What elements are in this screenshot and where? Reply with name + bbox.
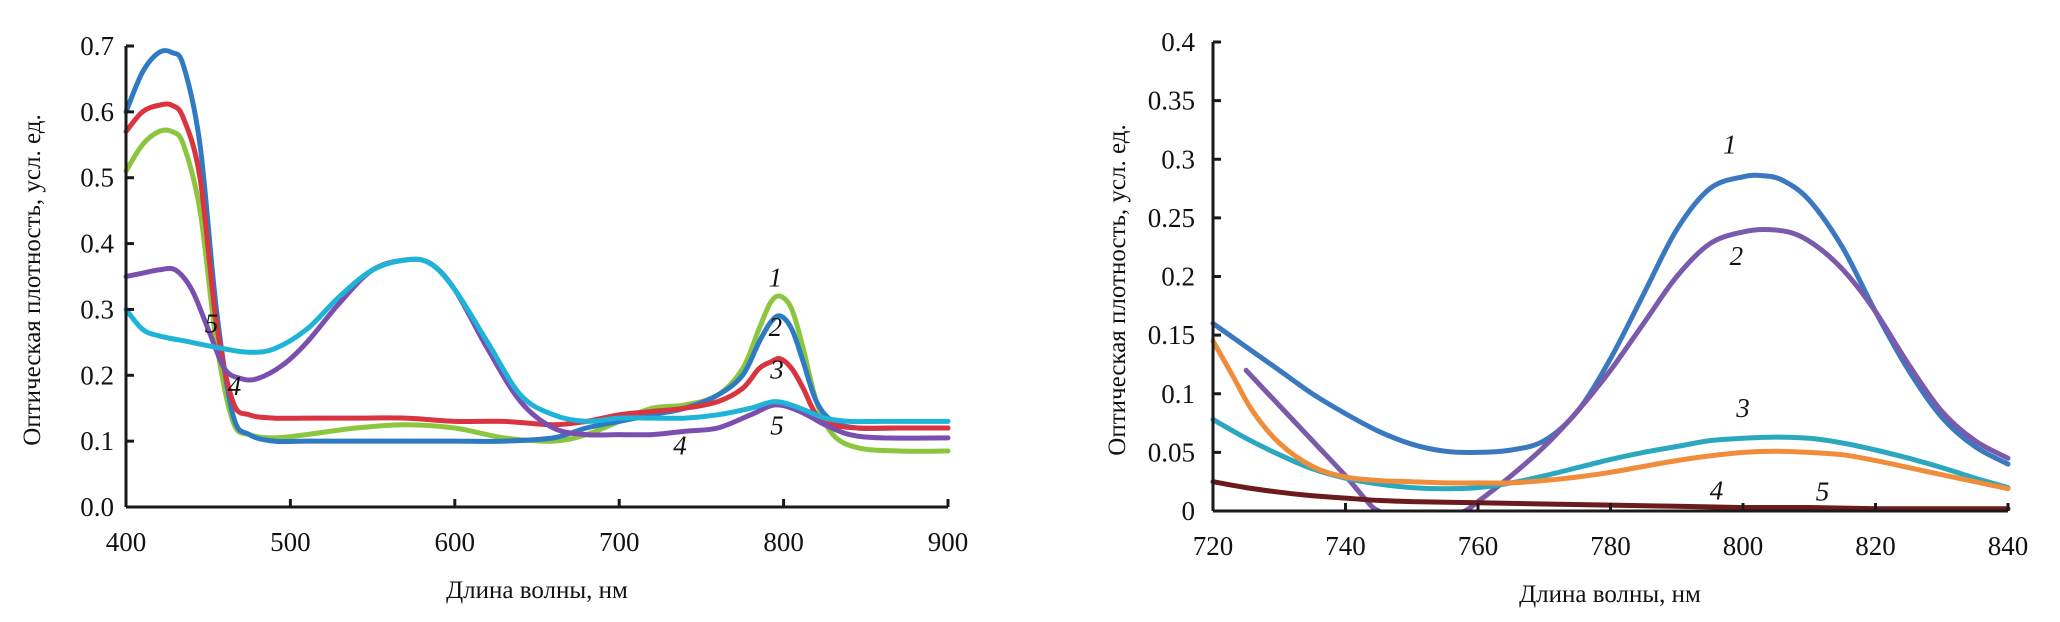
left-chart: Оптическая плотность, усл. ед. Длина вол… <box>19 31 968 604</box>
right-y-tick-label: 0.4 <box>1161 27 1195 57</box>
left-curve-label-5: 5 <box>770 411 784 441</box>
right-x-tick-label: 780 <box>1590 531 1631 561</box>
left-y-axis-title: Оптическая плотность, усл. ед. <box>19 114 46 445</box>
right-x-tick-label: 840 <box>1988 531 2029 561</box>
right-y-tick-label: 0.3 <box>1161 144 1195 174</box>
left-series-green <box>123 127 951 454</box>
right-y-tick-label: 0.35 <box>1148 86 1195 116</box>
right-x-tick-label: 760 <box>1458 531 1499 561</box>
left-y-tick-label: 0.7 <box>80 31 114 61</box>
right-series-4 <box>1210 338 2011 492</box>
left-y-tick-label: 0.5 <box>80 163 114 193</box>
right-curve-label-4: 4 <box>1710 475 1724 505</box>
left-x-axis-title: Длина волны, нм <box>446 577 628 604</box>
left-y-tick-label: 0.2 <box>80 360 114 390</box>
right-curve-label-2: 2 <box>1730 241 1744 271</box>
right-curve-label-5: 5 <box>1816 476 1830 506</box>
right-series-2 <box>1243 226 2011 511</box>
left-series-red <box>123 101 951 431</box>
left-curve-label-4: 4 <box>228 371 242 401</box>
left-x-tick-label: 900 <box>928 527 969 557</box>
right-x-axis-title: Длина волны, нм <box>1519 581 1701 608</box>
left-curve-label-5: 5 <box>205 308 219 338</box>
right-series-1 <box>1210 172 2011 467</box>
right-series-3 <box>1210 417 2011 492</box>
right-y-tick-label: 0.25 <box>1148 203 1195 233</box>
left-x-tick-label: 600 <box>435 527 476 557</box>
left-x-tick-label: 500 <box>270 527 311 557</box>
right-x-tick-label: 720 <box>1193 531 1234 561</box>
right-curve-label-3: 3 <box>1735 393 1750 423</box>
left-y-tick-label: 0.3 <box>80 294 114 324</box>
left-curve-label-4: 4 <box>673 430 687 460</box>
left-y-tick-label: 0.0 <box>80 492 114 522</box>
right-series-group <box>1210 172 2011 511</box>
left-curve-label-3: 3 <box>769 355 784 385</box>
left-curve-label-1: 1 <box>769 262 783 292</box>
left-series-group <box>123 48 951 454</box>
right-y-tick-label: 0 <box>1182 496 1196 526</box>
left-x-tick-label: 800 <box>763 527 804 557</box>
left-curve-label-2: 2 <box>769 312 783 342</box>
right-chart: Оптическая плотность, усл. ед. Длина вол… <box>1104 27 2028 608</box>
right-y-tick-label: 0.1 <box>1161 379 1195 409</box>
right-series-5 <box>1210 479 2011 511</box>
left-y-tick-label: 0.1 <box>80 426 114 456</box>
left-x-tick-label: 700 <box>599 527 640 557</box>
left-series-cyan <box>123 256 951 425</box>
right-x-tick-label: 800 <box>1723 531 1764 561</box>
right-y-tick-label: 0.15 <box>1148 320 1195 350</box>
right-x-tick-label: 740 <box>1325 531 1366 561</box>
right-curve-label-1: 1 <box>1723 129 1737 159</box>
left-x-tick-label: 400 <box>106 527 147 557</box>
left-y-tick-label: 0.6 <box>80 97 114 127</box>
right-y-tick-label: 0.05 <box>1148 437 1195 467</box>
left-series-blue <box>123 48 951 445</box>
right-y-axis-title: Оптическая плотность, усл. ед. <box>1104 124 1131 455</box>
left-y-tick-label: 0.4 <box>80 229 114 259</box>
right-x-tick-label: 820 <box>1855 531 1896 561</box>
right-y-tick-label: 0.2 <box>1161 262 1195 292</box>
